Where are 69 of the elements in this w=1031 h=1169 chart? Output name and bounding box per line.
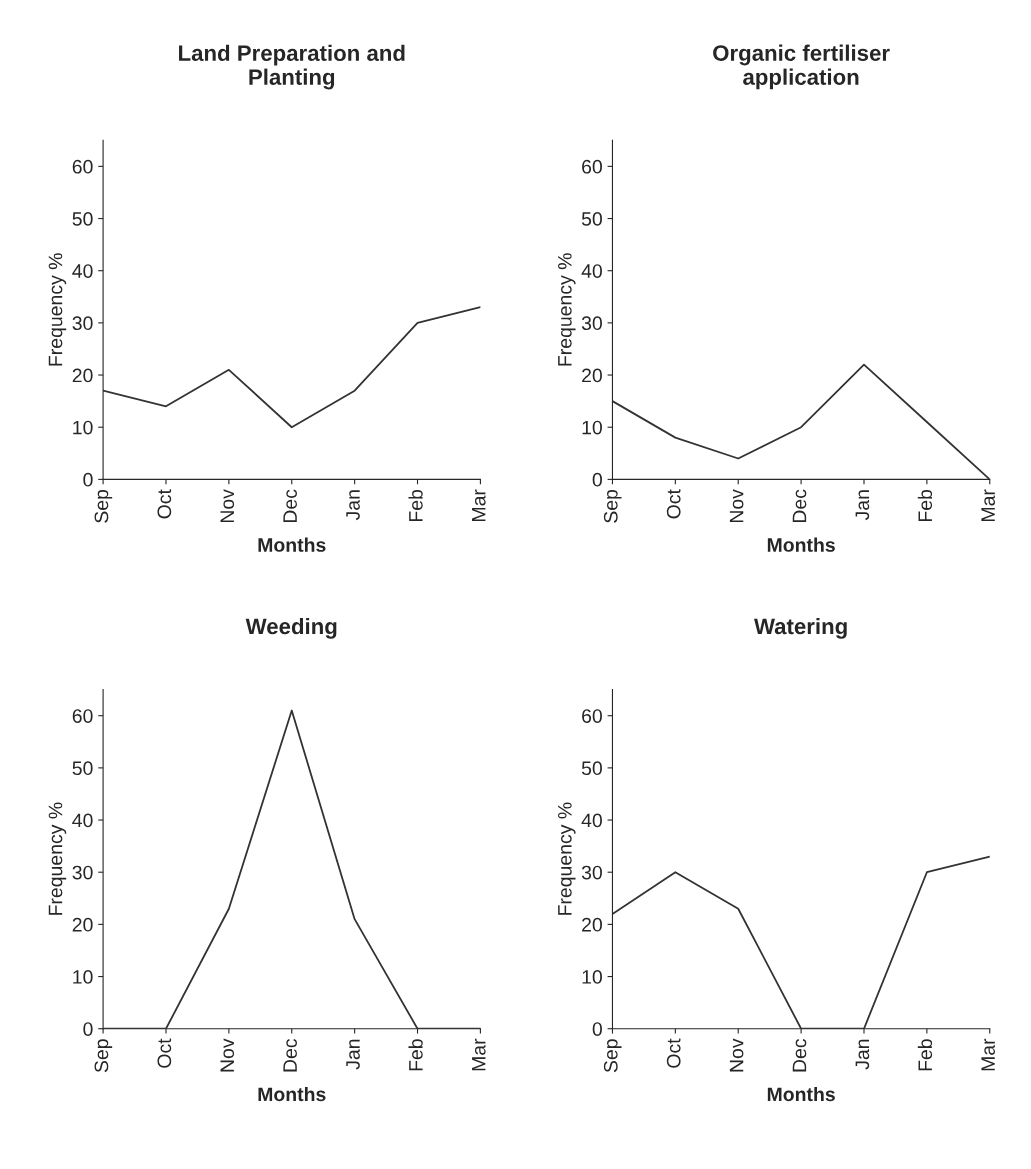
x-tick-label: Dec xyxy=(792,1038,807,1072)
y-tick-label: 50 xyxy=(72,212,93,226)
x-tick-label: Jan xyxy=(346,490,360,521)
y-tick-label: 60 xyxy=(72,159,93,174)
y-tick-label: 30 xyxy=(72,865,93,880)
x-tick-label: Sep xyxy=(94,1039,113,1073)
y-tick-label: 40 xyxy=(72,264,93,278)
x-tick-label: Jan xyxy=(855,490,870,521)
x-tick-label: Nov xyxy=(729,489,744,523)
x-tick-label: Oct xyxy=(666,1038,681,1068)
y-tick-label: 0 xyxy=(83,1022,93,1036)
y-tick-label: 10 xyxy=(582,970,602,984)
y-tick-label: 30 xyxy=(581,865,602,880)
y-tick-label: 60 xyxy=(72,709,93,723)
chart-title: Watering xyxy=(754,617,847,639)
x-tick-label: Oct xyxy=(157,489,172,519)
x-tick-label: Feb xyxy=(917,489,933,522)
y-tick-label: 50 xyxy=(72,761,93,776)
x-tick-label: Mar xyxy=(472,1038,486,1071)
x-tick-label: Nov xyxy=(220,1038,235,1072)
y-tick-label: 20 xyxy=(582,368,602,383)
chart-title: Land Preparation and Planting xyxy=(179,44,405,90)
y-tick-label: 10 xyxy=(73,970,93,984)
x-tick-label: Mar xyxy=(472,489,486,521)
y-tick-label: 40 xyxy=(581,813,602,828)
x-axis-title: Months xyxy=(767,1086,835,1102)
x-tick-label: Nov xyxy=(729,1038,744,1072)
x-axis-title: Months xyxy=(258,537,326,552)
y-axis-title: Frequency % xyxy=(48,253,67,366)
x-tick-label: Mar xyxy=(981,1038,995,1071)
y-axis-title: Frequency % xyxy=(558,253,576,366)
x-tick-label: Feb xyxy=(408,489,423,522)
x-tick-label: Dec xyxy=(283,1038,297,1072)
x-axis-title: Months xyxy=(767,537,835,552)
y-tick-label: 40 xyxy=(72,813,93,828)
y-tick-label: 10 xyxy=(73,420,93,435)
y-tick-label: 20 xyxy=(582,917,602,932)
y-tick-label: 0 xyxy=(592,1022,602,1036)
y-tick-label: 50 xyxy=(581,212,602,226)
y-tick-label: 50 xyxy=(581,761,602,776)
y-axis-title: Frequency % xyxy=(558,802,576,915)
x-tick-label: Sep xyxy=(603,489,622,523)
y-tick-label: 0 xyxy=(83,472,93,487)
y-tick-label: 40 xyxy=(581,264,602,278)
x-tick-label: Nov xyxy=(220,489,235,523)
chart-title: Organic fertiliser application xyxy=(713,44,890,90)
x-tick-label: Dec xyxy=(283,489,297,523)
y-tick-label: 20 xyxy=(72,917,93,932)
y-tick-label: 20 xyxy=(72,368,93,383)
y-tick-label: 60 xyxy=(582,709,602,723)
x-tick-label: Feb xyxy=(408,1039,423,1071)
x-tick-label: Dec xyxy=(792,489,807,523)
line-series xyxy=(103,306,481,429)
x-tick-label: Oct xyxy=(157,1038,172,1068)
y-tick-label: 30 xyxy=(581,316,602,331)
x-tick-label: Sep xyxy=(94,489,113,523)
x-tick-label: Jan xyxy=(855,1039,870,1070)
x-tick-label: Oct xyxy=(666,489,681,519)
x-tick-label: Feb xyxy=(917,1039,933,1071)
y-tick-label: 30 xyxy=(72,316,93,331)
x-axis-title: Months xyxy=(258,1086,326,1102)
x-tick-label: Jan xyxy=(346,1039,360,1070)
y-tick-label: 10 xyxy=(582,420,602,435)
chart-title: Weeding xyxy=(245,617,337,639)
x-tick-label: Sep xyxy=(603,1039,622,1073)
y-tick-label: 0 xyxy=(592,472,602,487)
x-tick-label: Mar xyxy=(981,489,995,521)
y-tick-label: 60 xyxy=(582,159,602,174)
y-axis-title: Frequency % xyxy=(48,802,67,915)
